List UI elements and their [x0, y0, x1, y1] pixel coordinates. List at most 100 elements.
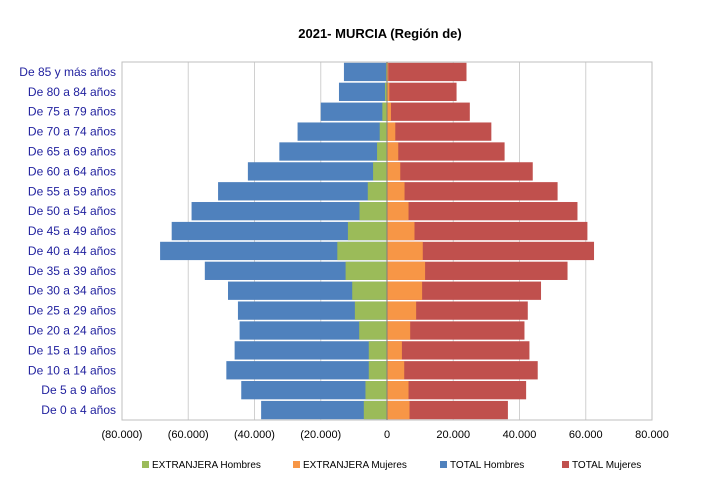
- bar-total-mujeres-de-5-a-9-a-os: [387, 381, 527, 400]
- legend-swatch: [440, 461, 447, 468]
- bar-extranjera-hombres-de-15-a-19-a-os: [368, 341, 387, 360]
- category-label: De 85 y más años: [19, 65, 116, 79]
- bar-total-mujeres-de-70-a-74-a-os: [387, 122, 492, 141]
- bar-extranjera-hombres-de-80-a-84-a-os: [385, 82, 387, 101]
- bar-extranjera-hombres-de-65-a-69-a-os: [377, 142, 387, 161]
- bar-total-mujeres-de-65-a-69-a-os: [387, 142, 505, 161]
- category-label: De 50 a 54 años: [28, 204, 116, 218]
- bars: [160, 62, 595, 420]
- category-label: De 55 a 59 años: [28, 184, 116, 198]
- bar-total-hombres-de-50-a-54-a-os: [191, 202, 387, 221]
- bar-total-hombres-de-25-a-29-a-os: [237, 301, 387, 320]
- x-tick-labels: (80.000) (60.000) (40.000) (20.000) 0 20.000 4…: [102, 429, 669, 441]
- bar-extranjera-mujeres-de-20-a-24-a-os: [387, 321, 411, 340]
- category-labels: De 85 y más años De 80 a 84 años De 75 a 7…: [19, 65, 116, 417]
- legend-swatch: [293, 461, 300, 468]
- axes: [121, 61, 653, 421]
- legend-label: EXTRANJERA Mujeres: [303, 460, 407, 471]
- bar-extranjera-hombres-de-60-a-64-a-os: [373, 162, 387, 181]
- category-label: De 5 a 9 años: [41, 383, 116, 397]
- category-label: De 40 a 44 años: [28, 244, 116, 258]
- bar-extranjera-mujeres-de-25-a-29-a-os: [387, 301, 417, 320]
- bar-extranjera-mujeres-de-70-a-74-a-os: [387, 122, 396, 141]
- x-tick-label: 60.000: [569, 429, 603, 441]
- legend-swatch: [562, 461, 569, 468]
- x-tick-label: (60.000): [168, 429, 209, 441]
- x-tick-label: 80.000: [635, 429, 669, 441]
- bar-extranjera-mujeres-de-10-a-14-a-os: [387, 361, 405, 380]
- bar-extranjera-hombres-de-40-a-44-a-os: [337, 241, 387, 261]
- category-label: De 0 a 4 años: [41, 403, 116, 417]
- bar-total-hombres-de-65-a-69-a-os: [279, 142, 387, 161]
- category-label: De 65 a 69 años: [28, 145, 116, 159]
- x-tick-label: 20.000: [436, 429, 470, 441]
- x-tick-label: (20.000): [300, 429, 341, 441]
- bar-extranjera-hombres-de-5-a-9-a-os: [365, 381, 387, 400]
- bar-total-mujeres-de-75-a-79-a-os: [387, 102, 470, 121]
- category-label: De 10 a 14 años: [28, 363, 116, 377]
- legend-swatch: [142, 461, 149, 468]
- bar-extranjera-mujeres-de-40-a-44-a-os: [387, 241, 423, 261]
- bar-total-hombres-de-55-a-59-a-os: [218, 182, 387, 201]
- bar-total-mujeres-de-80-a-84-a-os: [387, 82, 457, 101]
- category-label: De 30 a 34 años: [28, 284, 116, 298]
- bar-total-mujeres-de-50-a-54-a-os: [387, 202, 578, 221]
- legend-item-total-mujeres: TOTAL Mujeres: [562, 460, 641, 471]
- bar-extranjera-mujeres-de-35-a-39-a-os: [387, 261, 426, 280]
- bar-extranjera-mujeres-de-60-a-64-a-os: [387, 162, 401, 181]
- legend: EXTRANJERA Hombres EXTRANJERA Mujeres TOTA…: [142, 460, 641, 471]
- x-tick-label: (40.000): [234, 429, 275, 441]
- bar-extranjera-hombres-de-45-a-49-a-os: [347, 221, 387, 241]
- bar-total-hombres-de-80-a-84-a-os: [338, 82, 387, 101]
- bar-total-mujeres-de-25-a-29-a-os: [387, 301, 528, 320]
- bar-extranjera-mujeres-de-5-a-9-a-os: [387, 381, 409, 400]
- bar-extranjera-mujeres-de-75-a-79-a-os: [387, 102, 391, 121]
- bar-extranjera-hombres-de-70-a-74-a-os: [379, 122, 387, 141]
- bar-total-hombres-de-20-a-24-a-os: [239, 321, 387, 340]
- category-label: De 35 a 39 años: [28, 264, 116, 278]
- category-label: De 25 a 29 años: [28, 304, 116, 318]
- category-label: De 20 a 24 años: [28, 324, 116, 338]
- bar-total-hombres-de-45-a-49-a-os: [171, 221, 387, 241]
- bar-extranjera-mujeres-de-85-y-m-s-a-os: [387, 62, 389, 82]
- bar-total-hombres-de-15-a-19-a-os: [234, 341, 387, 360]
- x-tick-label: 0: [384, 429, 390, 441]
- bar-total-mujeres-de-55-a-59-a-os: [387, 182, 558, 201]
- bar-total-hombres-de-35-a-39-a-os: [204, 261, 387, 280]
- x-tick-label: (80.000): [102, 429, 143, 441]
- legend-item-total-hombres: TOTAL Hombres: [440, 460, 524, 471]
- bar-extranjera-mujeres-de-50-a-54-a-os: [387, 202, 409, 221]
- bar-total-mujeres-de-40-a-44-a-os: [387, 241, 595, 261]
- legend-label: EXTRANJERA Hombres: [152, 460, 261, 471]
- bar-total-mujeres-de-30-a-34-a-os: [387, 281, 542, 300]
- x-tick-label: 40.000: [503, 429, 537, 441]
- category-label: De 80 a 84 años: [28, 85, 116, 99]
- bar-extranjera-hombres-de-75-a-79-a-os: [382, 102, 387, 121]
- category-label: De 75 a 79 años: [28, 105, 116, 119]
- bar-total-mujeres-de-15-a-19-a-os: [387, 341, 530, 360]
- bar-extranjera-hombres-de-55-a-59-a-os: [367, 182, 387, 201]
- category-label: De 45 a 49 años: [28, 224, 116, 238]
- bar-total-hombres-de-30-a-34-a-os: [228, 281, 387, 300]
- bar-extranjera-mujeres-de-80-a-84-a-os: [387, 82, 390, 101]
- bar-extranjera-mujeres-de-65-a-69-a-os: [387, 142, 399, 161]
- bar-total-mujeres-de-60-a-64-a-os: [387, 162, 533, 181]
- bar-total-hombres-de-85-y-m-s-a-os: [343, 62, 387, 82]
- bar-total-hombres-de-5-a-9-a-os: [241, 381, 387, 400]
- bar-total-mujeres-de-10-a-14-a-os: [387, 361, 538, 380]
- bar-extranjera-hombres-de-35-a-39-a-os: [345, 261, 387, 280]
- bar-total-mujeres-de-85-y-m-s-a-os: [387, 62, 467, 82]
- bar-extranjera-mujeres-de-30-a-34-a-os: [387, 281, 423, 300]
- bar-extranjera-hombres-de-25-a-29-a-os: [354, 301, 387, 320]
- bar-total-mujeres-de-35-a-39-a-os: [387, 261, 568, 280]
- bar-total-mujeres-de-45-a-49-a-os: [387, 221, 588, 241]
- legend-label: TOTAL Hombres: [450, 460, 524, 471]
- bar-total-hombres-de-75-a-79-a-os: [320, 102, 387, 121]
- bar-total-mujeres-de-0-a-4-a-os: [387, 400, 508, 420]
- bar-extranjera-hombres-de-0-a-4-a-os: [363, 400, 387, 420]
- bar-total-hombres-de-10-a-14-a-os: [226, 361, 387, 380]
- bar-total-hombres-de-40-a-44-a-os: [160, 241, 387, 261]
- category-label: De 15 a 19 años: [28, 343, 116, 357]
- category-label: De 70 a 74 años: [28, 125, 116, 139]
